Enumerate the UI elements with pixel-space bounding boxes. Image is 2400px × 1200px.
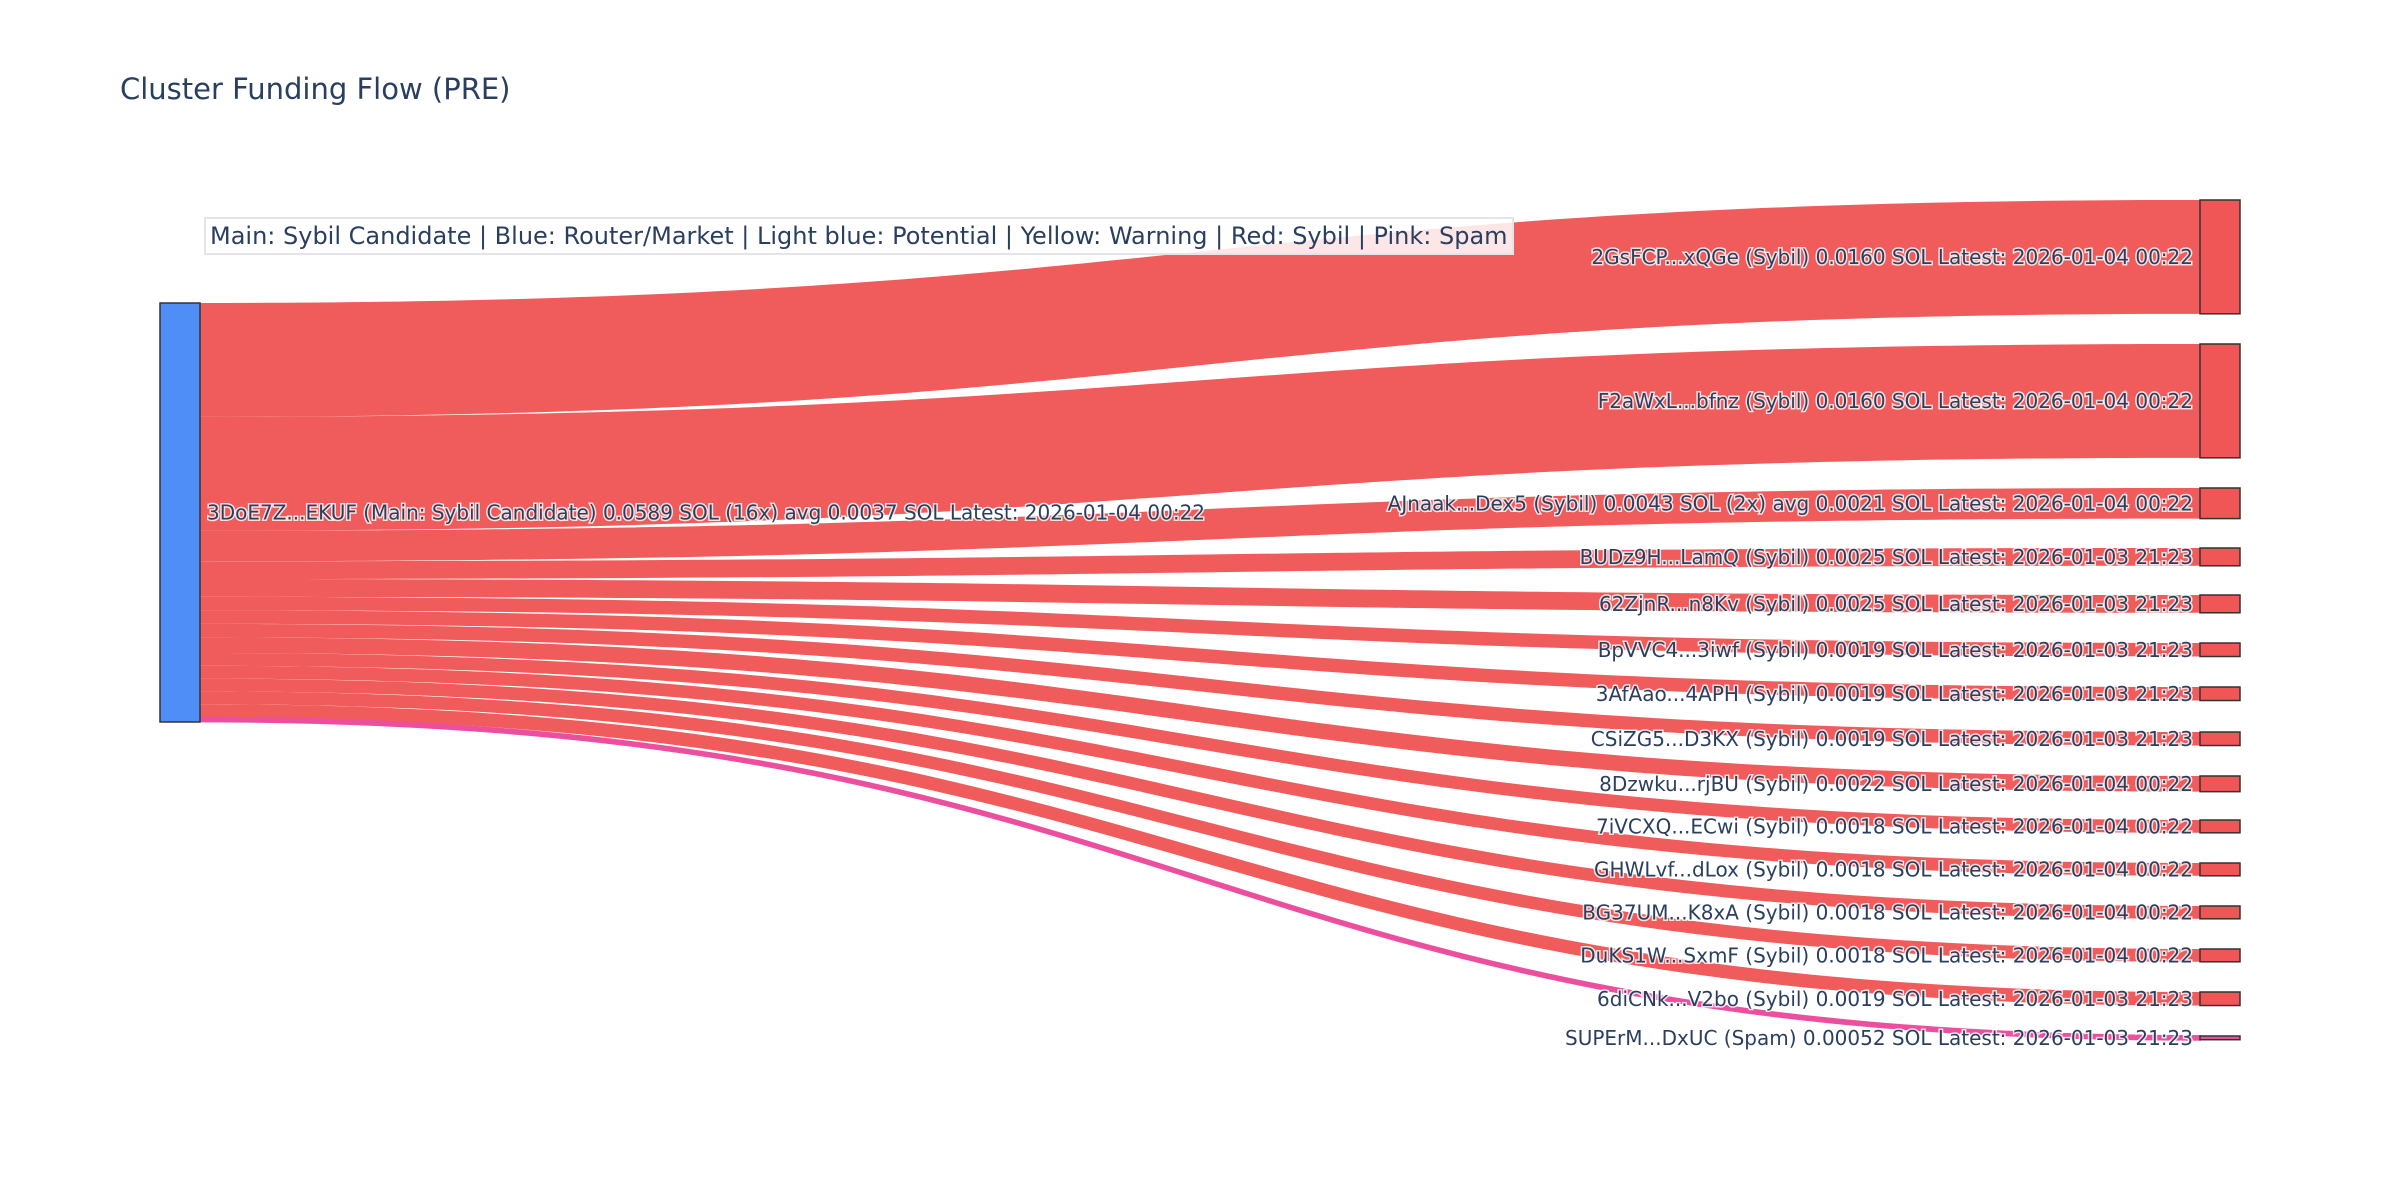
target-node-label: BpVVC4...3iwf (Sybil) 0.0019 SOL Latest:…	[1598, 638, 2193, 662]
target-node-label: SUPErM...DxUC (Spam) 0.00052 SOL Latest:…	[1565, 1026, 2193, 1050]
sankey-target-node[interactable]	[2199, 948, 2241, 963]
target-node-label: BG37UM...K8xA (Sybil) 0.0018 SOL Latest:…	[1582, 900, 2193, 924]
target-node-label: 7iVCXQ...ECwi (Sybil) 0.0018 SOL Latest:…	[1596, 814, 2193, 838]
sankey-link[interactable]	[200, 704, 2200, 1006]
target-node-label: CSiZG5...D3KX (Sybil) 0.0019 SOL Latest:…	[1591, 727, 2193, 751]
target-node-label: GHWLvf...dLox (Sybil) 0.0018 SOL Latest:…	[1594, 857, 2193, 881]
target-node-label: 2GsFCP...xQGe (Sybil) 0.0160 SOL Latest:…	[1591, 245, 2193, 269]
sankey-link[interactable]	[200, 200, 2200, 417]
target-node-label: F2aWxL...bfnz (Sybil) 0.0160 SOL Latest:…	[1598, 389, 2193, 413]
target-node-label: 62ZjnR...n8Kv (Sybil) 0.0025 SOL Latest:…	[1599, 592, 2193, 616]
sankey-link[interactable]	[200, 652, 2200, 833]
target-node-label: 6diCNk...V2bo (Sybil) 0.0019 SOL Latest:…	[1597, 987, 2193, 1011]
sankey-link[interactable]	[200, 344, 2200, 531]
sankey-target-node[interactable]	[2199, 905, 2241, 920]
target-node-label: 8Dzwku...rjBU (Sybil) 0.0022 SOL Latest:…	[1599, 772, 2193, 796]
sankey-target-node[interactable]	[2199, 343, 2241, 459]
sankey-target-node[interactable]	[2199, 731, 2241, 747]
sankey-target-node[interactable]	[2199, 199, 2241, 315]
sankey-link[interactable]	[200, 665, 2200, 876]
sankey-target-node[interactable]	[2199, 547, 2241, 567]
sankey-link[interactable]	[200, 548, 2200, 580]
target-node-label: 3AfAao...4APH (Sybil) 0.0019 SOL Latest:…	[1596, 682, 2193, 706]
target-node-label: BUDz9H...LamQ (Sybil) 0.0025 SOL Latest:…	[1580, 545, 2193, 569]
sankey-link[interactable]	[200, 610, 2200, 701]
sankey-target-node[interactable]	[2199, 686, 2241, 702]
sankey-target-node[interactable]	[2199, 594, 2241, 614]
target-node-label: DuKS1W...SxmF (Sybil) 0.0018 SOL Latest:…	[1580, 943, 2193, 967]
sankey-link[interactable]	[200, 678, 2200, 919]
sankey-target-node[interactable]	[2199, 775, 2241, 793]
sankey-nodes	[159, 199, 2241, 1041]
sankey-source-node[interactable]	[159, 302, 201, 723]
sankey-target-node[interactable]	[2199, 487, 2241, 520]
sankey-labels: 2GsFCP...xQGe (Sybil) 0.0160 SOL Latest:…	[206, 243, 2195, 1051]
sankey-link[interactable]	[200, 637, 2200, 792]
sankey-target-node[interactable]	[2199, 862, 2241, 877]
sankey-link[interactable]	[200, 488, 2200, 562]
source-node-label: 3DoE7Z...EKUF (Main: Sybil Candidate) 0.…	[207, 501, 1205, 525]
sankey-target-node[interactable]	[2199, 819, 2241, 834]
color-legend-annotation: Main: Sybil Candidate | Blue: Router/Mar…	[204, 217, 1514, 255]
chart-title: Cluster Funding Flow (PRE)	[120, 72, 511, 106]
sankey-link[interactable]	[200, 691, 2200, 962]
sankey-target-node[interactable]	[2199, 991, 2241, 1007]
sankey-link[interactable]	[200, 596, 2200, 657]
sankey-link[interactable]	[200, 623, 2200, 746]
sankey-target-node[interactable]	[2199, 642, 2241, 658]
target-node-label: AJnaak...Dex5 (Sybil) 0.0043 SOL (2x) av…	[1388, 491, 2193, 515]
sankey-link[interactable]	[200, 579, 2200, 613]
sankey-target-node[interactable]	[2199, 1035, 2241, 1041]
